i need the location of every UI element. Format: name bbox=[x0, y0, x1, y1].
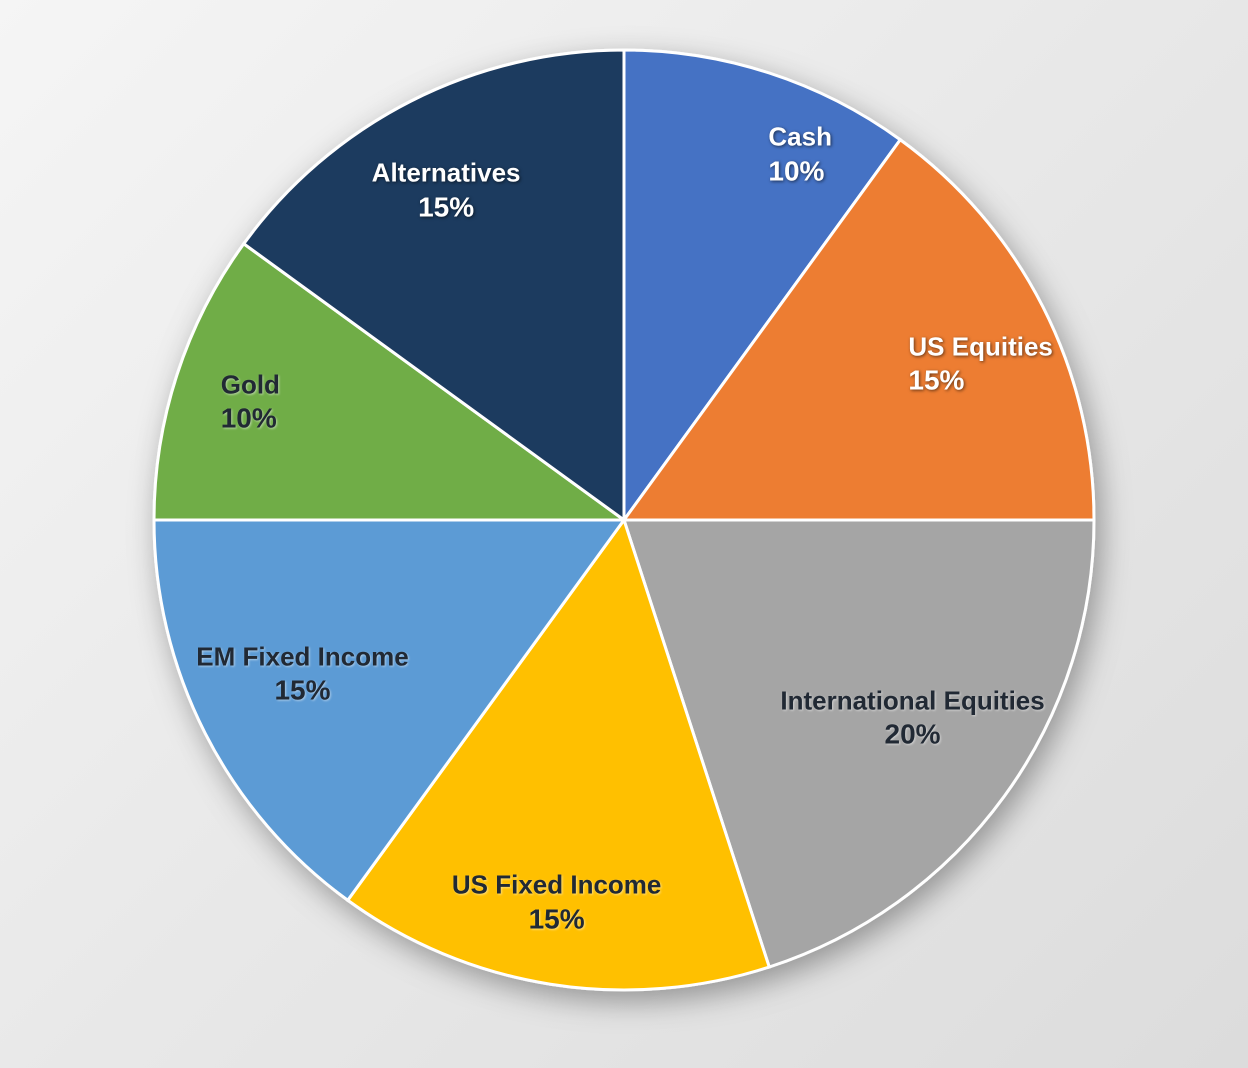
pie-chart-container: Cash10%US Equities15%International Equit… bbox=[0, 0, 1248, 1068]
pie-chart-svg bbox=[0, 0, 1248, 1068]
